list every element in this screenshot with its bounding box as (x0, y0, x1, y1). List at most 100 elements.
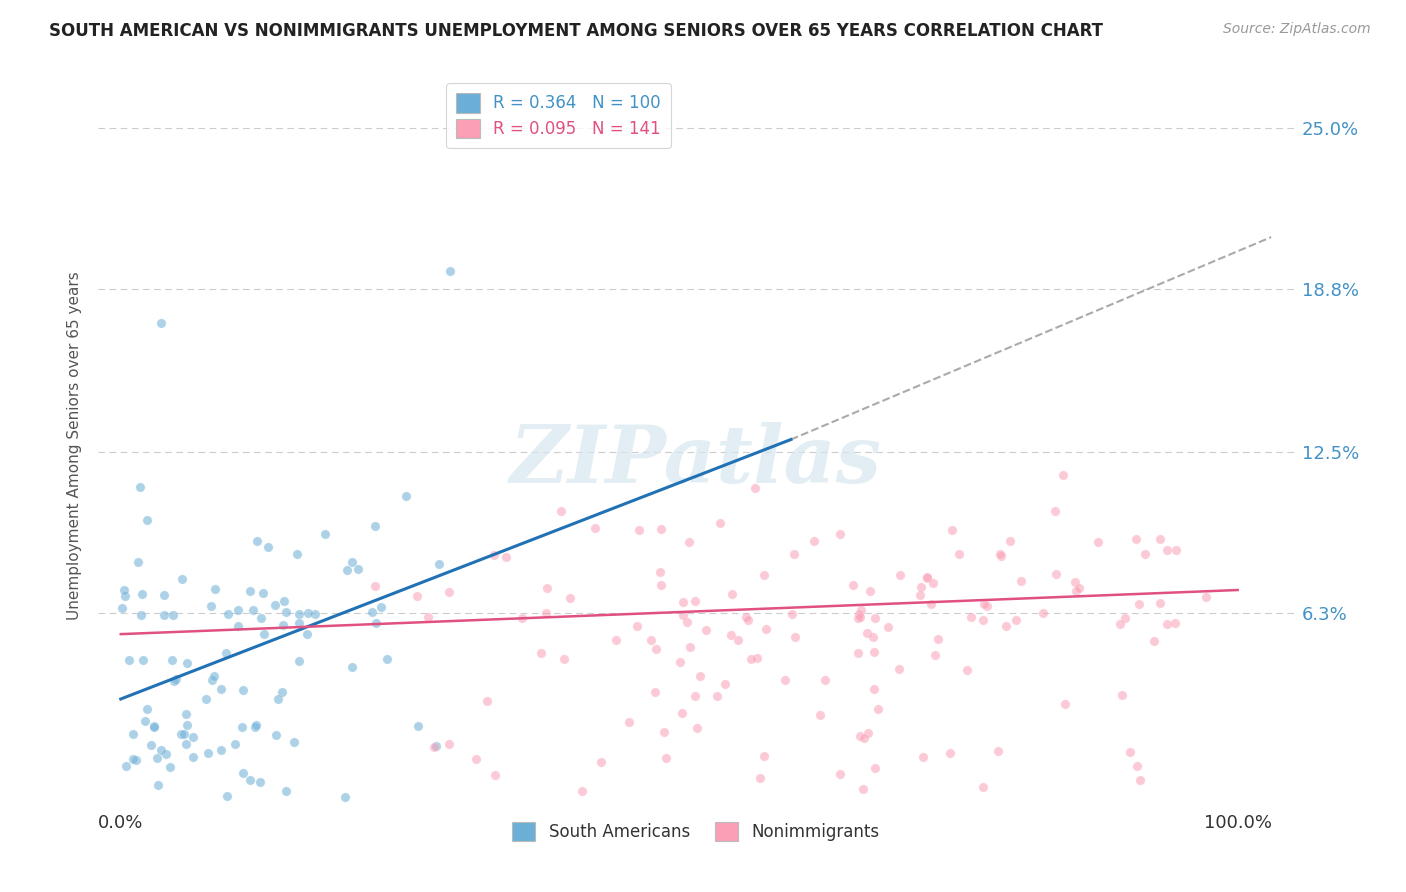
Point (215, 646, 238, 660)
Point (973, 597, 995, 611)
Point (143, 719, 166, 733)
Point (782, 548, 804, 562)
Point (747, 651, 769, 665)
Point (226, 603, 249, 617)
Point (243, 720, 266, 734)
Point (1111, 688, 1133, 702)
Point (239, 584, 262, 599)
Point (245, 718, 267, 732)
Point (1043, 504, 1066, 518)
Point (848, 607, 870, 621)
Point (862, 681, 884, 696)
Point (846, 611, 869, 625)
Point (814, 673, 837, 688)
Point (987, 743, 1010, 757)
Point (232, 682, 254, 697)
Point (972, 780, 994, 794)
Point (752, 748, 775, 763)
Point (174, 707, 197, 722)
Point (1114, 611, 1136, 625)
Point (336, 563, 359, 577)
Point (1125, 532, 1147, 546)
Point (115, 759, 138, 773)
Point (830, 767, 852, 781)
Point (780, 607, 803, 622)
Point (176, 717, 198, 731)
Point (271, 685, 294, 699)
Point (1195, 590, 1218, 604)
Point (176, 656, 198, 670)
Point (148, 778, 170, 792)
Point (174, 737, 197, 751)
Point (114, 590, 136, 604)
Point (211, 743, 233, 757)
Point (285, 547, 308, 561)
Y-axis label: Unemployment Among Seniors over 65 years: Unemployment Among Seniors over 65 years (66, 272, 82, 620)
Point (589, 755, 612, 769)
Point (652, 724, 675, 739)
Point (217, 607, 239, 621)
Point (648, 565, 671, 579)
Point (273, 593, 295, 607)
Point (121, 727, 143, 741)
Point (852, 781, 875, 796)
Point (941, 523, 963, 537)
Point (340, 555, 363, 569)
Point (423, 740, 446, 755)
Point (877, 620, 900, 634)
Point (654, 751, 676, 765)
Point (267, 692, 290, 706)
Point (375, 652, 398, 666)
Point (988, 547, 1011, 561)
Point (650, 578, 672, 592)
Point (915, 570, 938, 584)
Point (150, 743, 173, 757)
Point (425, 739, 447, 753)
Point (273, 617, 295, 632)
Point (211, 682, 233, 697)
Point (686, 721, 709, 735)
Point (170, 572, 193, 586)
Point (155, 747, 177, 761)
Point (232, 765, 254, 780)
Point (134, 714, 156, 728)
Point (250, 611, 273, 625)
Point (534, 606, 557, 620)
Point (714, 677, 737, 691)
Text: ZIPatlas: ZIPatlas (510, 422, 882, 499)
Point (427, 558, 450, 572)
Point (530, 647, 553, 661)
Point (335, 790, 357, 805)
Point (141, 738, 163, 752)
Point (735, 609, 758, 624)
Point (173, 727, 195, 741)
Point (956, 663, 979, 677)
Point (274, 784, 297, 798)
Point (976, 599, 998, 614)
Point (253, 627, 276, 641)
Point (288, 607, 311, 622)
Point (129, 607, 152, 622)
Point (495, 550, 517, 565)
Point (361, 605, 384, 619)
Point (720, 628, 742, 642)
Point (679, 640, 702, 654)
Point (304, 607, 326, 621)
Point (170, 727, 193, 741)
Point (246, 533, 269, 548)
Point (439, 264, 461, 278)
Point (201, 673, 224, 688)
Point (163, 673, 186, 688)
Point (672, 607, 695, 622)
Point (948, 547, 970, 561)
Point (863, 610, 886, 624)
Point (571, 783, 593, 797)
Point (920, 597, 942, 611)
Point (553, 651, 575, 665)
Point (994, 619, 1017, 633)
Point (830, 526, 852, 541)
Point (924, 648, 946, 662)
Point (848, 730, 870, 744)
Legend: South Americans, Nonimmigrants: South Americans, Nonimmigrants (505, 815, 887, 848)
Point (340, 659, 363, 673)
